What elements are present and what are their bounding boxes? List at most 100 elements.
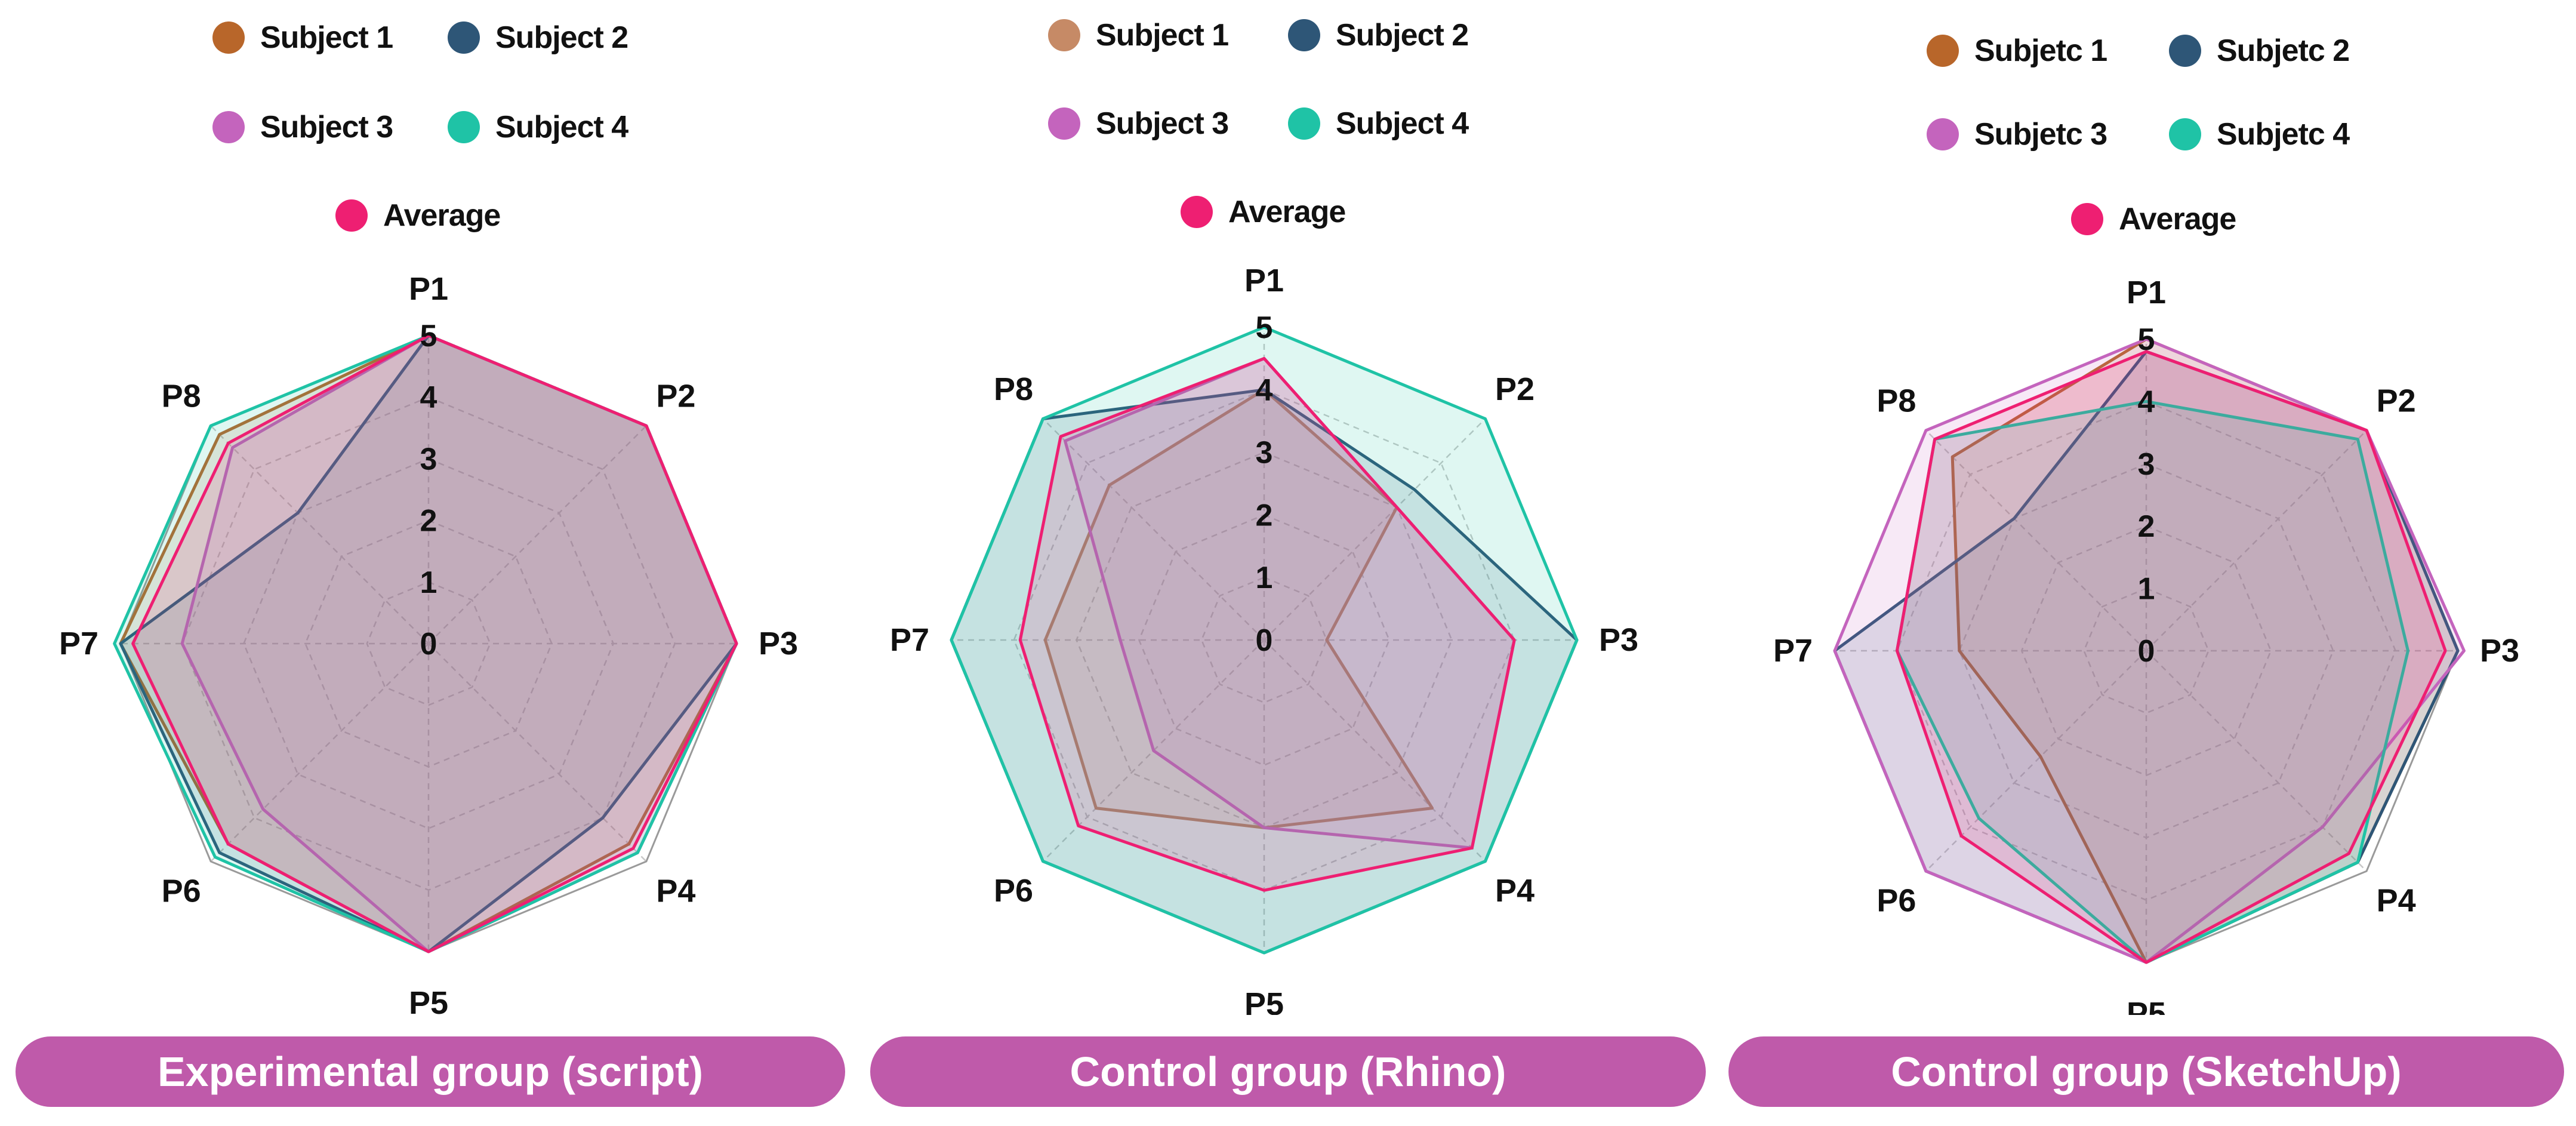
grid-spoke bbox=[1042, 418, 1265, 641]
legend-marker bbox=[2071, 203, 2103, 235]
axis-label-p3: P3 bbox=[2480, 633, 2519, 669]
legend: Subjetc 1 Subjetc 2 Subjetc 3 Subjetc 4 Aver… bbox=[1717, 0, 2575, 251]
legend-marker bbox=[1288, 107, 1320, 140]
legend-label: Average bbox=[1228, 195, 1346, 229]
radar-panel-experimental: Subject 1 Subject 2 Subject 3 Subject 4 Aver… bbox=[0, 0, 858, 1126]
axis-label-p6: P6 bbox=[162, 873, 201, 909]
legend-marker bbox=[335, 199, 368, 232]
legend-label: Subject 2 bbox=[1336, 18, 1469, 53]
tick-label: 0 bbox=[1256, 623, 1273, 658]
radar-chart: 0 1 2 3 4 5 P1 P2 P3 P4 P5 P6 P7 P8 bbox=[890, 263, 1638, 1015]
grid-spoke bbox=[1264, 418, 1486, 641]
grid-ring bbox=[181, 396, 676, 891]
tick-label: 5 bbox=[2138, 322, 2155, 357]
legend-marker bbox=[448, 21, 480, 54]
tick-label: 3 bbox=[2138, 447, 2155, 482]
axis-label-p3: P3 bbox=[759, 626, 798, 662]
legend-item: Subject 1 bbox=[212, 20, 393, 56]
grid-spoke bbox=[210, 425, 429, 644]
axis-label-p3: P3 bbox=[1599, 622, 1638, 658]
axis-label-p5: P5 bbox=[409, 985, 448, 1015]
grid-spoke bbox=[1264, 639, 1486, 862]
legend-item: Subject 3 bbox=[212, 109, 393, 145]
legend-marker bbox=[212, 111, 245, 143]
axis-label-p7: P7 bbox=[1773, 633, 1813, 669]
axis-label-p4: P4 bbox=[2377, 883, 2416, 919]
series-average bbox=[131, 334, 738, 953]
legend-label: Subject 4 bbox=[1336, 106, 1469, 141]
grid-ring bbox=[366, 581, 491, 706]
grid-spoke bbox=[2146, 430, 2367, 651]
axis-label-p2: P2 bbox=[1495, 371, 1534, 407]
tick-label: 4 bbox=[420, 380, 437, 415]
legend-label: Average bbox=[2119, 202, 2236, 236]
axis-label-p8: P8 bbox=[162, 379, 201, 414]
tick-label: 5 bbox=[420, 319, 437, 353]
legend-label: Subject 4 bbox=[495, 110, 628, 144]
tick-label: 1 bbox=[420, 565, 437, 600]
legend-item: Average bbox=[2071, 201, 2236, 237]
axis-label-p1: P1 bbox=[1244, 263, 1284, 299]
legend: Subject 1 Subject 2 Subject 3 Subject 4 Aver… bbox=[858, 0, 1717, 251]
legend-marker bbox=[1048, 107, 1080, 140]
legend-marker bbox=[1927, 35, 1959, 67]
legend-item: Subject 2 bbox=[448, 20, 628, 56]
legend-label: Subjetc 1 bbox=[1974, 33, 2107, 68]
legend-item: Subject 4 bbox=[1288, 106, 1469, 141]
axis-label-p4: P4 bbox=[656, 873, 695, 909]
legend-item: Subject 3 bbox=[1048, 106, 1229, 141]
legend-marker bbox=[212, 21, 245, 54]
legend-item: Subjetc 4 bbox=[2169, 116, 2350, 152]
grid-spoke bbox=[428, 643, 647, 862]
grid-ring bbox=[2020, 525, 2272, 777]
series-subject-4 bbox=[950, 325, 1579, 955]
axis-label-p6: P6 bbox=[994, 873, 1033, 909]
axis-label-p8: P8 bbox=[1876, 383, 1916, 419]
grid-ring bbox=[243, 458, 614, 829]
legend-label: Subject 1 bbox=[1096, 18, 1229, 53]
legend-label: Subjetc 2 bbox=[2217, 33, 2350, 68]
axis-label-p5: P5 bbox=[2127, 996, 2166, 1015]
legend: Subject 1 Subject 2 Subject 3 Subject 4 Aver… bbox=[0, 0, 858, 251]
tick-label: 4 bbox=[2138, 384, 2155, 419]
legend-marker bbox=[1181, 196, 1213, 228]
legend-label: Subject 3 bbox=[1096, 106, 1229, 141]
tick-label: 0 bbox=[2138, 634, 2155, 669]
axis-label-p4: P4 bbox=[1495, 873, 1534, 909]
axis-label-p1: P1 bbox=[409, 271, 448, 307]
chart-title-banner: Experimental group (script) bbox=[16, 1036, 845, 1107]
axis-label-p7: P7 bbox=[59, 626, 98, 662]
legend-label: Subjetc 4 bbox=[2217, 117, 2350, 152]
axis-label-p7: P7 bbox=[890, 622, 929, 658]
series-average bbox=[1018, 356, 1516, 892]
tick-label: 2 bbox=[2138, 509, 2155, 544]
tick-label: 1 bbox=[2138, 572, 2155, 607]
legend-item: Subject 1 bbox=[1048, 17, 1229, 53]
legend-label: Subject 3 bbox=[260, 110, 393, 144]
legend-marker bbox=[2169, 35, 2201, 67]
tick-label: 5 bbox=[1256, 310, 1273, 345]
legend-item: Subjetc 3 bbox=[1927, 116, 2107, 152]
legend-item: Average bbox=[335, 198, 501, 233]
chart-title-banner: Control group (Rhino) bbox=[870, 1036, 1706, 1107]
tick-label: 3 bbox=[420, 442, 437, 476]
grid-spoke bbox=[1925, 650, 2147, 872]
legend-label: Subjetc 3 bbox=[1974, 117, 2107, 152]
legend-label: Subject 1 bbox=[260, 20, 393, 55]
radar-chart: 0 1 2 3 4 5 P1 P2 P3 P4 P5 P6 P7 P8 bbox=[59, 271, 798, 1015]
tick-label: 3 bbox=[1256, 436, 1273, 470]
legend-item: Subject 2 bbox=[1288, 17, 1469, 53]
series-average bbox=[1895, 350, 2447, 964]
axis-label-p8: P8 bbox=[994, 371, 1033, 407]
grid-spoke bbox=[428, 425, 647, 644]
chart-title-banner: Control group (SketchUp) bbox=[1728, 1036, 2564, 1107]
radar-panel-rhino: Subject 1 Subject 2 Subject 3 Subject 4 Aver… bbox=[858, 0, 1717, 1126]
axis-label-p6: P6 bbox=[1876, 883, 1916, 919]
grid-ring bbox=[1138, 514, 1390, 766]
grid-spoke bbox=[1925, 430, 2147, 651]
axis-label-p1: P1 bbox=[2127, 275, 2166, 310]
legend-marker bbox=[2169, 118, 2201, 150]
radar-chart: 0 1 2 3 4 5 P1 P2 P3 P4 P5 P6 P7 P8 bbox=[1773, 275, 2519, 1015]
axis-label-p2: P2 bbox=[656, 379, 695, 414]
radar-panel-sketchup: Subjetc 1 Subjetc 2 Subjetc 3 Subjetc 4 Aver… bbox=[1717, 0, 2575, 1126]
